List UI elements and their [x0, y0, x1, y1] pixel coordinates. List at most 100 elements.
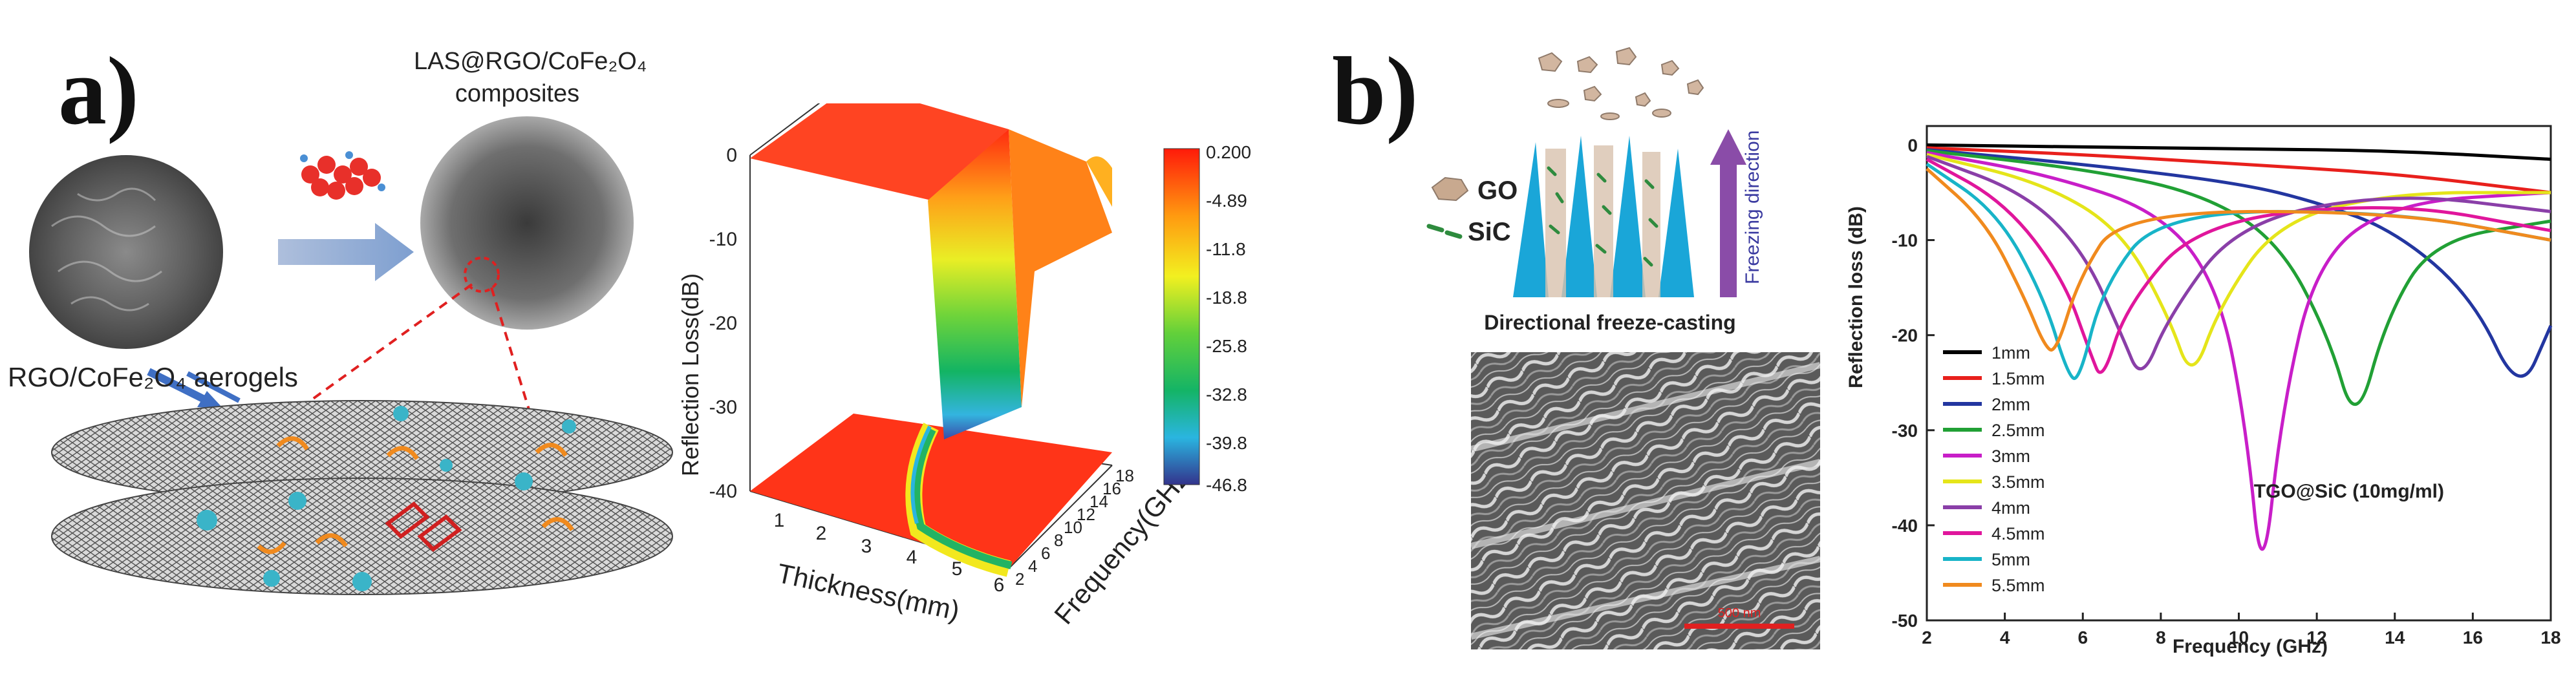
- y-tick: 2: [1015, 569, 1024, 589]
- freeze-direction-arrow: [1720, 162, 1737, 297]
- series-line: [1926, 149, 2551, 406]
- x-tick: 6: [994, 574, 1005, 596]
- chart-axes: 2 4 6 8 10 12 14 16 18 0 -10 -20 -30 -40 -50: [1892, 125, 2561, 648]
- freeze-casting-schematic: GO SiC Freezing direction Directional fr…: [1426, 47, 1763, 334]
- legend-label: 3.5mm: [1991, 472, 2045, 492]
- x-axis-ticks: 1 2 3 4 5 6: [774, 510, 1005, 596]
- colorbar-tick: -46.8: [1206, 475, 1247, 495]
- colorbar: [1163, 148, 1200, 485]
- freeze-casting-caption: Directional freeze-casting: [1484, 311, 1735, 334]
- scale-bar: [1684, 624, 1794, 629]
- sic-legend-icon: [1426, 224, 1463, 239]
- x-axis-label: Thickness(mm): [775, 558, 963, 626]
- surface-top: [750, 103, 1009, 200]
- rl-3d-surface-plot: 0 -10 -20 -30 -40 Reflection Loss(dB) 1 …: [677, 103, 1251, 630]
- panel-a-schematic: [29, 116, 673, 595]
- chart-lines: [1926, 143, 2553, 551]
- chart-legend: 1mm 1.5mm 2mm 2.5mm 3mm 3.5mm 4mm 4.5mm 5mm 5.5mm: [1943, 343, 2045, 595]
- series-line: [1926, 148, 2553, 378]
- colorbar-tick: -39.8: [1206, 433, 1247, 453]
- legend-label: 1.5mm: [1991, 369, 2045, 388]
- panel-b-letter: b): [1332, 37, 1419, 145]
- x-tick-label: 10: [2229, 627, 2249, 648]
- y-tick: 18: [1115, 466, 1134, 485]
- colorbar-tick: 0.200: [1206, 142, 1251, 162]
- surface-wall: [928, 129, 1022, 439]
- scale-bar-label: 500 nm: [1718, 606, 1761, 620]
- legend-label: 5mm: [1991, 550, 2030, 569]
- x-tick-label: 14: [2385, 627, 2405, 648]
- y-tick: 10: [1064, 518, 1082, 537]
- y-tick-label: -40: [1892, 516, 1918, 536]
- z-tick: -20: [709, 313, 737, 334]
- x-tick-label: 2: [1922, 627, 1932, 648]
- colorbar-ticks: 0.200 -4.89 -11.8 -18.8 -25.8 -32.8 -39.…: [1206, 142, 1251, 495]
- legend-label: 4.5mm: [1991, 524, 2045, 543]
- sheet-particles: [197, 406, 576, 591]
- z-axis-label: Reflection Loss(dB): [677, 273, 703, 476]
- go-legend-icon: [1431, 176, 1469, 202]
- legend-label: 3mm: [1991, 447, 2030, 466]
- legend-label: 2mm: [1991, 395, 2030, 414]
- colorbar-tick: -32.8: [1206, 384, 1247, 405]
- y-tick: 8: [1054, 531, 1063, 550]
- y-tick: 4: [1028, 556, 1037, 576]
- colorbar-tick: -18.8: [1206, 288, 1247, 308]
- graphene-sheet-lower: [51, 478, 673, 595]
- series-line: [1926, 151, 2551, 551]
- x-tick: 1: [774, 510, 785, 531]
- z-tick: -10: [709, 229, 737, 250]
- go-legend-label: GO: [1477, 176, 1518, 205]
- y-tick: 12: [1077, 505, 1095, 524]
- series-line: [1926, 154, 2551, 371]
- x-tick-label: 12: [2307, 627, 2327, 648]
- process-arrow: [278, 223, 414, 281]
- panel-a-letter: a): [58, 37, 139, 145]
- x-tick-label: 8: [2156, 627, 2166, 648]
- y-tick: 16: [1102, 479, 1121, 498]
- aerogel-label: RGO/CoFe₂O₄ aerogels: [8, 362, 298, 392]
- sem-image: 500 nm: [1471, 352, 1820, 649]
- z-axis-ticks: 0 -10 -20 -30 -40: [709, 145, 737, 502]
- composites-label-line2: composites: [455, 80, 580, 107]
- x-tick: 3: [861, 536, 872, 557]
- colorbar-tick: -25.8: [1206, 336, 1247, 356]
- y-tick-label: -30: [1892, 421, 1918, 441]
- z-tick: 0: [726, 145, 737, 166]
- legend-label: 1mm: [1991, 343, 2030, 363]
- rl-line-chart: 2 4 6 8 10 12 14 16 180-10-20-30-40-50 1mm1.5mm2…: [1845, 125, 2561, 657]
- x-tick-label: 4: [2000, 627, 2010, 648]
- chart-annotation: TGO@SiC (10mg/ml): [2254, 481, 2444, 502]
- colorbar-tick: -4.89: [1206, 191, 1247, 211]
- y-axis-label: Reflection loss (dB): [1845, 206, 1867, 388]
- ice-crystal-cones: [1513, 136, 1694, 297]
- series-line: [1926, 146, 2551, 195]
- x-tick: 5: [952, 558, 963, 580]
- y-tick-label: -50: [1892, 611, 1918, 631]
- composites-label-line1: LAS@RGO/CoFe₂O₄: [414, 48, 647, 75]
- y-tick-label: 0: [1907, 135, 1918, 155]
- surface-floor: [750, 414, 1112, 569]
- legend-label: 2.5mm: [1991, 421, 2045, 440]
- composites-label: LAS@RGO/CoFe₂O₄ composites: [414, 45, 647, 110]
- y-tick-label: -10: [1892, 231, 1918, 251]
- x-tick: 2: [816, 523, 827, 544]
- x-axis-label: Frequency (GHz): [2173, 636, 2328, 657]
- legend-label: 5.5mm: [1991, 576, 2045, 595]
- colorbar-tick: -11.8: [1206, 239, 1246, 259]
- series-line: [1926, 167, 2551, 352]
- x-tick-label: 6: [2077, 627, 2088, 648]
- x-tick-label: 16: [2463, 627, 2483, 648]
- y-tick: 6: [1041, 543, 1050, 563]
- sic-legend-label: SiC: [1468, 218, 1511, 246]
- aerogel-sem-image: [29, 155, 223, 349]
- y-tick-label: -20: [1892, 326, 1918, 346]
- freeze-direction-label: Freezing direction: [1742, 131, 1763, 284]
- composite-tem-image: [420, 116, 634, 330]
- z-tick: -30: [709, 397, 737, 418]
- y-tick: 14: [1089, 492, 1108, 511]
- nanoparticle-cluster-icon: [300, 151, 385, 200]
- z-tick: -40: [709, 481, 737, 502]
- x-tick: 4: [907, 547, 918, 568]
- y-axis-ticks: 2 4 6 8 10 12 14 16 18: [1015, 466, 1134, 589]
